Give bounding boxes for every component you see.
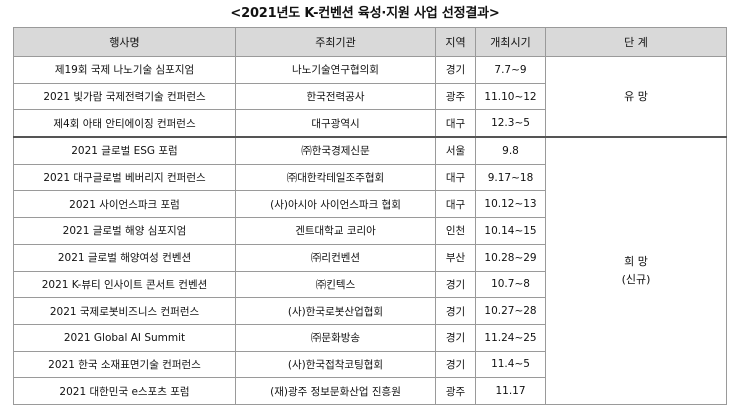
host: ㈜한국경제신문 [235,136,436,165]
host: ㈜킨텍스 [235,270,436,299]
event-name: 2021 빛가람 국제전력기술 컨퍼런스 [13,82,236,111]
region: 경기 [435,270,476,299]
stage-huimang-sub: (신규) [621,273,651,286]
event-name: 2021 글로벌 해양여성 컨벤션 [13,243,236,272]
host: ㈜문화방송 [235,323,436,352]
host: (사)아시아 사이언스파크 협회 [235,190,436,219]
region: 경기 [435,323,476,352]
event-name: 2021 사이언스파크 포럼 [13,190,236,219]
host: (사)한국접착코팅협회 [235,350,436,379]
table-row: 2021 K-뷰티 인사이트 콘서트 컨벤션 ㈜킨텍스 경기 10.7~8 [13,270,727,299]
event-name: 제4회 아태 안티에이징 컨퍼런스 [13,109,236,138]
table-row: 제4회 아태 안티에이징 컨퍼런스 대구광역시 대구 12.3~5 [13,109,727,138]
table-row: 2021 빛가람 국제전력기술 컨퍼런스 한국전력공사 광주 11.10~12 [13,82,727,111]
host: 대구광역시 [235,109,436,138]
table-row: 2021 글로벌 해양여성 컨벤션 ㈜리컨벤션 부산 10.28~29 [13,243,727,272]
region: 경기 [435,350,476,379]
period: 9.17~18 [475,163,546,192]
table-row: 2021 글로벌 해양 심포지엄 겐트대학교 코리아 인천 10.14~15 [13,217,727,245]
host: 겐트대학교 코리아 [235,217,436,245]
period: 9.8 [475,136,546,165]
period: 10.12~13 [475,190,546,219]
host: ㈜대한칵테일조주협회 [235,163,436,192]
header-stage: 단 계 [545,27,727,57]
table-row: 2021 국제로봇비즈니스 컨퍼런스 (사)한국로봇산업협회 경기 10.27~… [13,297,727,325]
region: 서울 [435,136,476,165]
event-name: 제19회 국제 나노기술 심포지엄 [13,56,236,84]
event-name: 2021 대한민국 e스포츠 포럼 [13,377,236,405]
event-name: 2021 대구글로벌 베버리지 컨퍼런스 [13,163,236,192]
stage-yumang: 유 망 [545,56,727,138]
host: (사)한국로봇산업협회 [235,297,436,325]
table-header-row: 행사명 주최기관 지역 개최시기 단 계 [13,27,727,57]
header-region: 지역 [435,27,476,57]
period: 10.27~28 [475,297,546,325]
header-event-name: 행사명 [13,27,236,57]
region: 대구 [435,109,476,138]
region: 대구 [435,163,476,192]
header-period: 개최시기 [475,27,546,57]
host: 한국전력공사 [235,82,436,111]
event-name: 2021 글로벌 해양 심포지엄 [13,217,236,245]
region: 부산 [435,243,476,272]
table-row: 2021 Global AI Summit ㈜문화방송 경기 11.24~25 [13,323,727,352]
selection-results-table: 행사명 주최기관 지역 개최시기 단 계 제19회 국제 나노기술 심포지엄 나… [13,27,727,405]
page-title: <2021년도 K-컨벤션 육성·지원 사업 선정결과> [230,6,500,21]
region: 경기 [435,56,476,84]
period: 7.7~9 [475,56,546,84]
period: 11.4~5 [475,350,546,379]
host: 나노기술연구협의회 [235,56,436,84]
table-row: 제19회 국제 나노기술 심포지엄 나노기술연구협의회 경기 7.7~9 유 망 [13,56,727,138]
region: 인천 [435,217,476,245]
region: 대구 [435,190,476,219]
period: 11.10~12 [475,82,546,111]
host: (재)광주 정보문화산업 진흥원 [235,377,436,405]
table-row: 2021 글로벌 ESG 포럼 ㈜한국경제신문 서울 9.8 희 망 (신규) [13,136,727,405]
period: 10.28~29 [475,243,546,272]
region: 경기 [435,297,476,325]
event-name: 2021 한국 소재표면기술 컨퍼런스 [13,350,236,379]
period: 11.17 [475,377,546,405]
period: 10.14~15 [475,217,546,245]
event-name: 2021 글로벌 ESG 포럼 [13,136,236,165]
header-host: 주최기관 [235,27,436,57]
table-row: 2021 대한민국 e스포츠 포럼 (재)광주 정보문화산업 진흥원 광주 11… [13,377,727,405]
region: 광주 [435,377,476,405]
stage-huimang: 희 망 (신규) [545,136,727,405]
host: ㈜리컨벤션 [235,243,436,272]
event-name: 2021 K-뷰티 인사이트 콘서트 컨벤션 [13,270,236,299]
period: 11.24~25 [475,323,546,352]
period: 10.7~8 [475,270,546,299]
event-name: 2021 국제로봇비즈니스 컨퍼런스 [13,297,236,325]
region: 광주 [435,82,476,111]
table-row: 2021 사이언스파크 포럼 (사)아시아 사이언스파크 협회 대구 10.12… [13,190,727,219]
table-row: 2021 대구글로벌 베버리지 컨퍼런스 ㈜대한칵테일조주협회 대구 9.17~… [13,163,727,192]
stage-huimang-label: 희 망 [624,255,648,268]
period: 12.3~5 [475,109,546,138]
event-name: 2021 Global AI Summit [13,323,236,352]
